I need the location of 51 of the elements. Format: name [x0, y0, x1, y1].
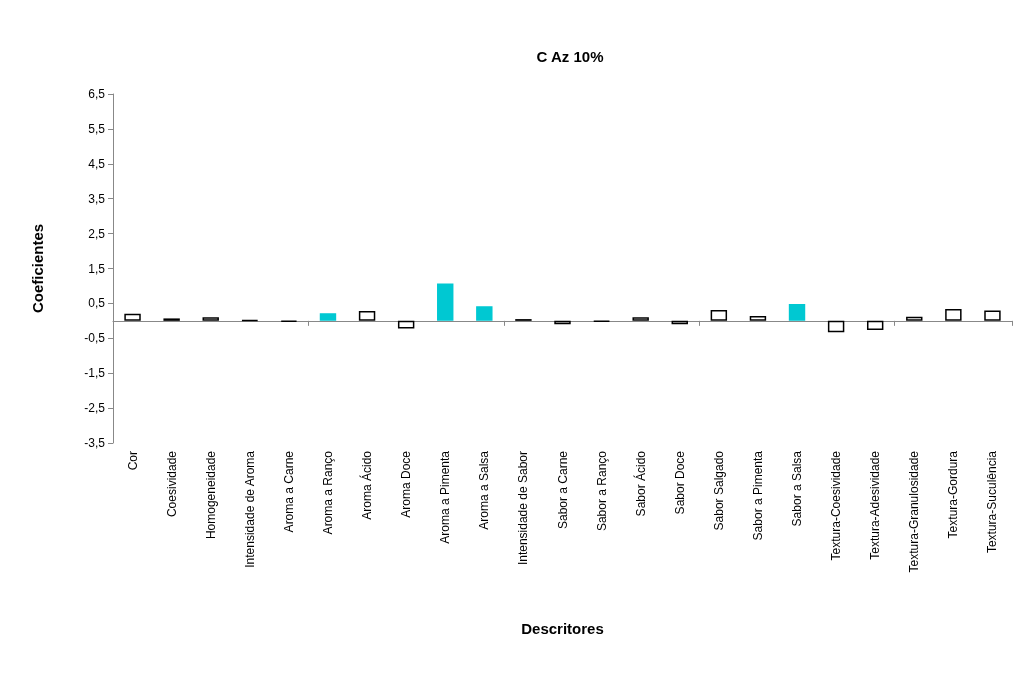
x-tick-label: Sabor a Carne [555, 450, 570, 530]
bar [749, 315, 767, 321]
y-tick-label: 4,5 [88, 156, 106, 171]
bar [437, 283, 454, 321]
y-tick-label: -0,5 [84, 331, 106, 346]
x-tick-label: Aroma a Carne [281, 450, 296, 533]
bar [319, 313, 337, 321]
x-tick-label: Sabor a Salsa [790, 450, 805, 527]
y-tick-label: 6,5 [88, 87, 106, 101]
x-axis-title: Descritores [521, 620, 604, 637]
y-tick-label: 3,5 [88, 191, 106, 206]
bar [397, 320, 415, 329]
bar [710, 310, 728, 321]
y-tick-label: 5,5 [88, 121, 106, 136]
bar [358, 311, 376, 321]
x-tick-label: Sabor Ácido [632, 450, 648, 517]
y-tick-label: -2,5 [84, 401, 106, 416]
y-tick-label: 0,5 [88, 296, 106, 311]
x-tick-label: Aroma a Ranço [320, 450, 335, 535]
x-tick-label: Cor [125, 451, 140, 471]
bar [945, 308, 962, 321]
bar [827, 320, 845, 333]
x-tick-label: Sabor a Ranço [594, 450, 609, 532]
y-tick-label: 2,5 [88, 226, 106, 241]
x-tick-label: Intensidade de Aroma [242, 450, 257, 568]
x-tick-label: Sabor a Pimenta [750, 450, 765, 541]
bar [866, 320, 884, 330]
x-tick-label: Sabor Doce [672, 450, 687, 515]
y-tick-label: -1,5 [84, 366, 106, 381]
bar [906, 316, 923, 321]
bar [788, 304, 806, 321]
x-tick-label: Textura-Granulosidade [907, 450, 922, 573]
x-tick-label: Aroma Doce [399, 450, 414, 518]
chart-title: C Az 10% [536, 48, 604, 65]
x-tick-label: Homogeneidade [203, 450, 218, 540]
x-tick-label: Textura-Coesividade [829, 450, 844, 561]
y-axis-title: Coeficientes [29, 223, 46, 314]
x-tick-label: Intensidade de Sabor [516, 451, 531, 566]
x-tick-label: Aroma a Pimenta [438, 450, 453, 544]
x-tick-label: Coesividade [164, 450, 179, 518]
bar [476, 306, 493, 321]
x-tick-label: Sabor Salgado [711, 450, 726, 531]
x-tick-label: Aroma a Salsa [477, 450, 492, 530]
x-tick-label: Textura-Gordura [946, 450, 961, 539]
bar [984, 310, 1001, 321]
x-tick-label: Textura-Suculência [985, 450, 1000, 554]
x-tick-label: Textura-Adesividade [868, 450, 883, 560]
y-tick-label: 1,5 [88, 261, 106, 276]
x-tick-label: Aroma Ácido [359, 450, 375, 520]
bar [124, 313, 141, 321]
y-tick-label: -3,5 [84, 436, 106, 450]
